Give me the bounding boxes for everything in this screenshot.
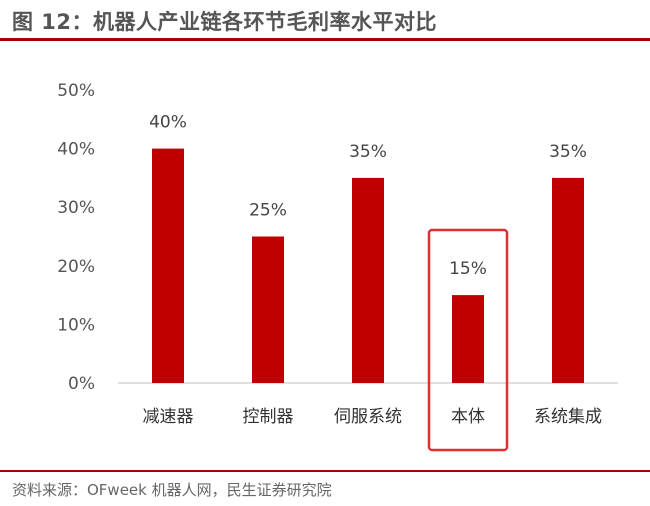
highlight-box: [427, 228, 509, 452]
data-label: 40%: [149, 113, 187, 133]
x-tick-label: 控制器: [243, 407, 294, 427]
bar-4: [452, 295, 484, 383]
y-tick-label: 30%: [57, 198, 95, 218]
y-tick-label: 0%: [68, 374, 95, 394]
y-tick-label: 50%: [57, 81, 95, 101]
x-tick-label: 系统集成: [534, 407, 602, 427]
y-tick-label: 10%: [57, 315, 95, 335]
footer-rule: [0, 470, 650, 472]
data-label: 35%: [549, 142, 587, 162]
data-label: 25%: [249, 201, 287, 221]
bar-3: [352, 177, 384, 383]
figure-title: 图 12：机器人产业链各环节毛利率水平对比: [12, 10, 438, 34]
bar-chart: 0% 10% 20% 30% 40% 50% 40% 减速器 25% 控制器 35% 伺服系统 15% 本…: [57, 81, 618, 452]
x-tick-label: 减速器: [143, 407, 194, 427]
y-tick-label: 20%: [57, 257, 95, 277]
bar-2: [252, 236, 284, 383]
bar-5: [552, 177, 584, 383]
source-note: 资料来源：OFweek 机器人网，民生证券研究院: [12, 481, 332, 499]
title-bar: 图 12：机器人产业链各环节毛利率水平对比: [0, 0, 650, 38]
y-tick-label: 40%: [57, 140, 95, 160]
data-label: 35%: [349, 142, 387, 162]
title-rule: [0, 38, 650, 41]
bar-1: [152, 148, 184, 383]
x-tick-label: 本体: [451, 407, 485, 427]
data-label: 15%: [449, 259, 487, 279]
x-tick-label: 伺服系统: [334, 407, 402, 427]
